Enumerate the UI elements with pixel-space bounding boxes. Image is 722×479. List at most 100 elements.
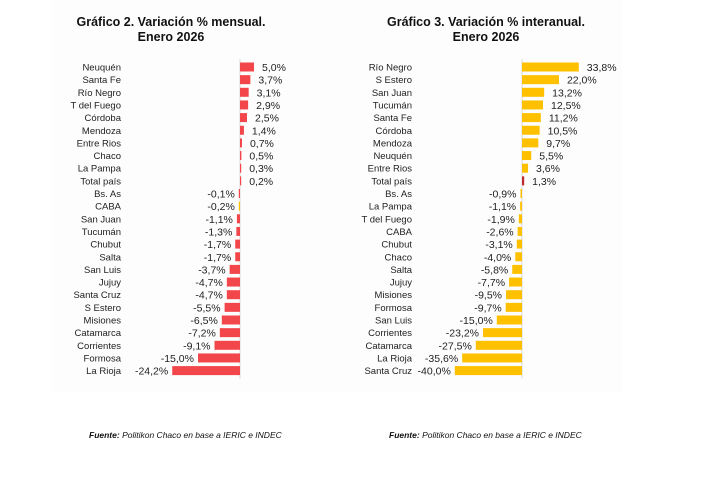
source-note-left: Fuente: Politikon Chaco en base a IERIC … xyxy=(89,430,282,440)
source-prefix: Fuente: xyxy=(389,430,420,440)
category-label: Salta xyxy=(99,252,121,263)
category-label: S Estero xyxy=(85,303,121,314)
value-label: -1,7% xyxy=(204,252,231,264)
category-label: Santa Fe xyxy=(373,113,412,124)
category-label: CABA xyxy=(95,202,122,213)
value-label: -2,6% xyxy=(486,226,513,238)
category-label: Jujuy xyxy=(390,278,412,289)
bar-chubut xyxy=(516,239,522,249)
bar-bs-as xyxy=(520,189,522,198)
value-label: -23,2% xyxy=(446,328,479,340)
bar-san-luis xyxy=(496,315,522,325)
category-label: La Rioja xyxy=(86,366,122,377)
category-label: La Pampa xyxy=(369,202,413,213)
source-text: Politikon Chaco en base a IERIC e INDEC xyxy=(419,430,582,440)
bar-t-del-fuego xyxy=(240,100,249,110)
chart-title-line2: Enero 2026 xyxy=(137,30,205,44)
category-label: Chubut xyxy=(90,240,121,251)
bar-neuqu-n xyxy=(240,62,254,72)
value-label: 3,1% xyxy=(257,87,281,99)
bar-t-del-fuego xyxy=(518,214,522,224)
value-label: -4,0% xyxy=(484,252,511,264)
bar-mendoza xyxy=(240,125,244,135)
bar-santa-cruz xyxy=(226,290,240,300)
category-label: Córdoba xyxy=(85,113,122,124)
bar-santa-fe xyxy=(522,113,541,123)
category-label: Mendoza xyxy=(373,138,413,149)
bar-la-pampa xyxy=(240,163,242,173)
value-label: -1,1% xyxy=(205,214,232,226)
value-label: 0,3% xyxy=(249,163,273,175)
value-label: -6,5% xyxy=(190,315,217,327)
bar-jujuy xyxy=(509,277,522,287)
value-label: -1,1% xyxy=(489,201,516,213)
category-label: San Juan xyxy=(372,88,412,99)
source-note-right: Fuente: Politikon Chaco en base a IERIC … xyxy=(389,430,582,440)
source-prefix: Fuente: xyxy=(89,430,120,440)
bar-entre-rios xyxy=(240,138,242,148)
value-label: -4,7% xyxy=(195,277,222,289)
bar-jujuy xyxy=(226,277,240,287)
category-label: Santa Cruz xyxy=(73,290,121,301)
category-label: Misiones xyxy=(375,290,413,301)
bar-entre-rios xyxy=(522,163,529,173)
value-label: -40,0% xyxy=(418,366,451,378)
bar-chaco xyxy=(240,151,242,161)
value-label: -5,5% xyxy=(193,302,220,314)
value-label: 10,5% xyxy=(548,125,578,137)
category-label: Entre Rios xyxy=(368,164,413,175)
value-label: 13,2% xyxy=(552,87,582,99)
category-label: Córdoba xyxy=(376,126,413,137)
category-label: Catamarca xyxy=(75,328,122,339)
chart-title-line1: Gráfico 3. Variación % interanual. xyxy=(387,15,585,29)
bar-caba xyxy=(238,201,240,211)
chart-title-line1: Gráfico 2. Variación % mensual. xyxy=(76,15,266,29)
value-label: -1,7% xyxy=(204,239,231,251)
bar-r-o-negro xyxy=(522,62,579,72)
bar-formosa xyxy=(505,302,522,312)
category-label: Santa Fe xyxy=(82,75,121,86)
value-label: 3,7% xyxy=(258,75,282,87)
value-label: -9,5% xyxy=(475,290,502,302)
bar-san-juan xyxy=(522,87,545,97)
category-label: Catamarca xyxy=(366,341,413,352)
bar-catamarca xyxy=(475,340,522,350)
bar-bs-as xyxy=(238,189,240,198)
source-text: Politikon Chaco en base a IERIC e INDEC xyxy=(119,430,282,440)
bar-chaco xyxy=(515,252,522,262)
category-label: T del Fuego xyxy=(70,100,121,111)
value-label: 9,7% xyxy=(546,138,570,150)
value-label: -4,7% xyxy=(195,290,222,302)
value-label: 33,8% xyxy=(587,62,617,74)
value-label: -3,1% xyxy=(485,239,512,251)
category-label: Misiones xyxy=(84,316,122,327)
chart-title: Gráfico 2. Variación % mensual. Enero 20… xyxy=(52,15,290,45)
category-label: Bs. As xyxy=(385,189,412,200)
value-label: -15,0% xyxy=(161,353,194,365)
bar-misiones xyxy=(221,315,240,325)
category-label: S Estero xyxy=(376,75,412,86)
category-label: Entre Rios xyxy=(77,138,122,149)
value-label: -1,9% xyxy=(487,214,514,226)
bar-mendoza xyxy=(522,138,539,148)
chart-title: Gráfico 3. Variación % interanual. Enero… xyxy=(358,15,614,45)
category-label: San Luis xyxy=(84,265,121,276)
value-label: 1,4% xyxy=(252,125,276,137)
bar-corrientes xyxy=(214,340,240,350)
category-label: Chaco xyxy=(94,151,121,162)
category-label: Corrientes xyxy=(368,328,412,339)
bar-formosa xyxy=(198,353,240,363)
category-label: Río Negro xyxy=(369,63,412,74)
category-label: Formosa xyxy=(375,303,413,314)
chart-title-line2: Enero 2026 xyxy=(452,30,520,44)
category-label: La Rioja xyxy=(377,353,413,364)
bar-salta xyxy=(512,264,522,274)
bar-san-juan xyxy=(236,214,240,224)
value-label: 2,5% xyxy=(255,113,279,125)
category-label: San Luis xyxy=(375,316,412,327)
value-label: 1,3% xyxy=(532,176,556,188)
value-label: -5,8% xyxy=(481,264,508,276)
category-label: Río Negro xyxy=(78,88,121,99)
category-label: Neuquén xyxy=(82,63,121,74)
bar-neuqu-n xyxy=(522,151,532,161)
